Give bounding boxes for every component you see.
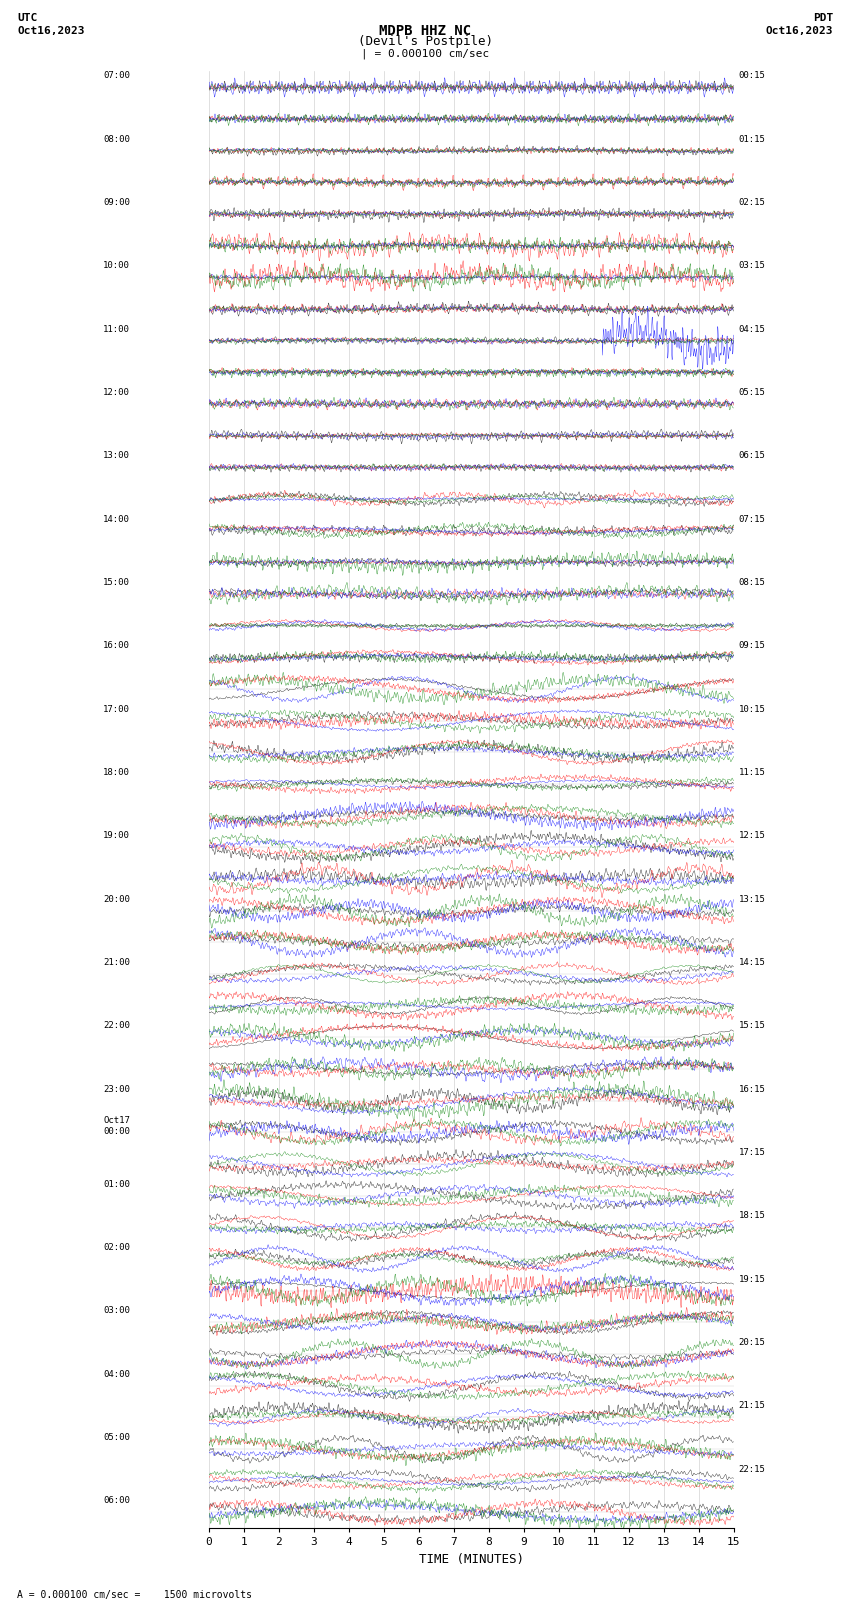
Text: 12:00: 12:00 — [103, 389, 130, 397]
Text: 02:15: 02:15 — [739, 198, 766, 206]
Text: 13:00: 13:00 — [103, 452, 130, 460]
Text: 19:00: 19:00 — [103, 831, 130, 840]
Text: MDPB HHZ NC: MDPB HHZ NC — [379, 24, 471, 39]
Text: Oct16,2023: Oct16,2023 — [766, 26, 833, 35]
Text: 20:15: 20:15 — [739, 1339, 766, 1347]
Text: 05:00: 05:00 — [103, 1434, 130, 1442]
Text: 11:15: 11:15 — [739, 768, 766, 777]
Text: 16:00: 16:00 — [103, 642, 130, 650]
Text: PDT: PDT — [813, 13, 833, 23]
Text: 21:15: 21:15 — [739, 1402, 766, 1410]
Text: 19:15: 19:15 — [739, 1274, 766, 1284]
Text: 02:00: 02:00 — [103, 1244, 130, 1252]
Text: 06:00: 06:00 — [103, 1497, 130, 1505]
Text: 18:00: 18:00 — [103, 768, 130, 777]
Text: 08:00: 08:00 — [103, 135, 130, 144]
Text: 16:15: 16:15 — [739, 1086, 766, 1094]
Text: 14:15: 14:15 — [739, 958, 766, 968]
Text: 03:00: 03:00 — [103, 1307, 130, 1316]
Text: 08:15: 08:15 — [739, 577, 766, 587]
Text: 18:15: 18:15 — [739, 1211, 766, 1221]
Text: 10:15: 10:15 — [739, 705, 766, 715]
Text: 12:15: 12:15 — [739, 831, 766, 840]
Text: 15:15: 15:15 — [739, 1021, 766, 1031]
Text: 04:00: 04:00 — [103, 1369, 130, 1379]
Text: 22:00: 22:00 — [103, 1021, 130, 1031]
Text: 07:00: 07:00 — [103, 71, 130, 81]
Text: 04:15: 04:15 — [739, 324, 766, 334]
Text: 10:00: 10:00 — [103, 261, 130, 271]
Text: 09:15: 09:15 — [739, 642, 766, 650]
Text: 23:00: 23:00 — [103, 1086, 130, 1094]
Text: 07:15: 07:15 — [739, 515, 766, 524]
Text: 15:00: 15:00 — [103, 577, 130, 587]
Text: 03:15: 03:15 — [739, 261, 766, 271]
Text: 22:15: 22:15 — [739, 1465, 766, 1474]
Text: 17:00: 17:00 — [103, 705, 130, 715]
Text: 09:00: 09:00 — [103, 198, 130, 206]
Text: | = 0.000100 cm/sec: | = 0.000100 cm/sec — [361, 48, 489, 60]
Text: 14:00: 14:00 — [103, 515, 130, 524]
Text: 13:15: 13:15 — [739, 895, 766, 903]
Text: 00:15: 00:15 — [739, 71, 766, 81]
Text: 17:15: 17:15 — [739, 1148, 766, 1157]
Text: Oct16,2023: Oct16,2023 — [17, 26, 84, 35]
Text: 21:00: 21:00 — [103, 958, 130, 968]
Text: 01:00: 01:00 — [103, 1179, 130, 1189]
Text: 20:00: 20:00 — [103, 895, 130, 903]
Text: (Devil's Postpile): (Devil's Postpile) — [358, 35, 492, 48]
X-axis label: TIME (MINUTES): TIME (MINUTES) — [418, 1553, 524, 1566]
Text: 11:00: 11:00 — [103, 324, 130, 334]
Text: 06:15: 06:15 — [739, 452, 766, 460]
Text: A = 0.000100 cm/sec =    1500 microvolts: A = 0.000100 cm/sec = 1500 microvolts — [17, 1590, 252, 1600]
Text: UTC: UTC — [17, 13, 37, 23]
Text: Oct17
00:00: Oct17 00:00 — [103, 1116, 130, 1136]
Text: 05:15: 05:15 — [739, 389, 766, 397]
Text: 01:15: 01:15 — [739, 135, 766, 144]
